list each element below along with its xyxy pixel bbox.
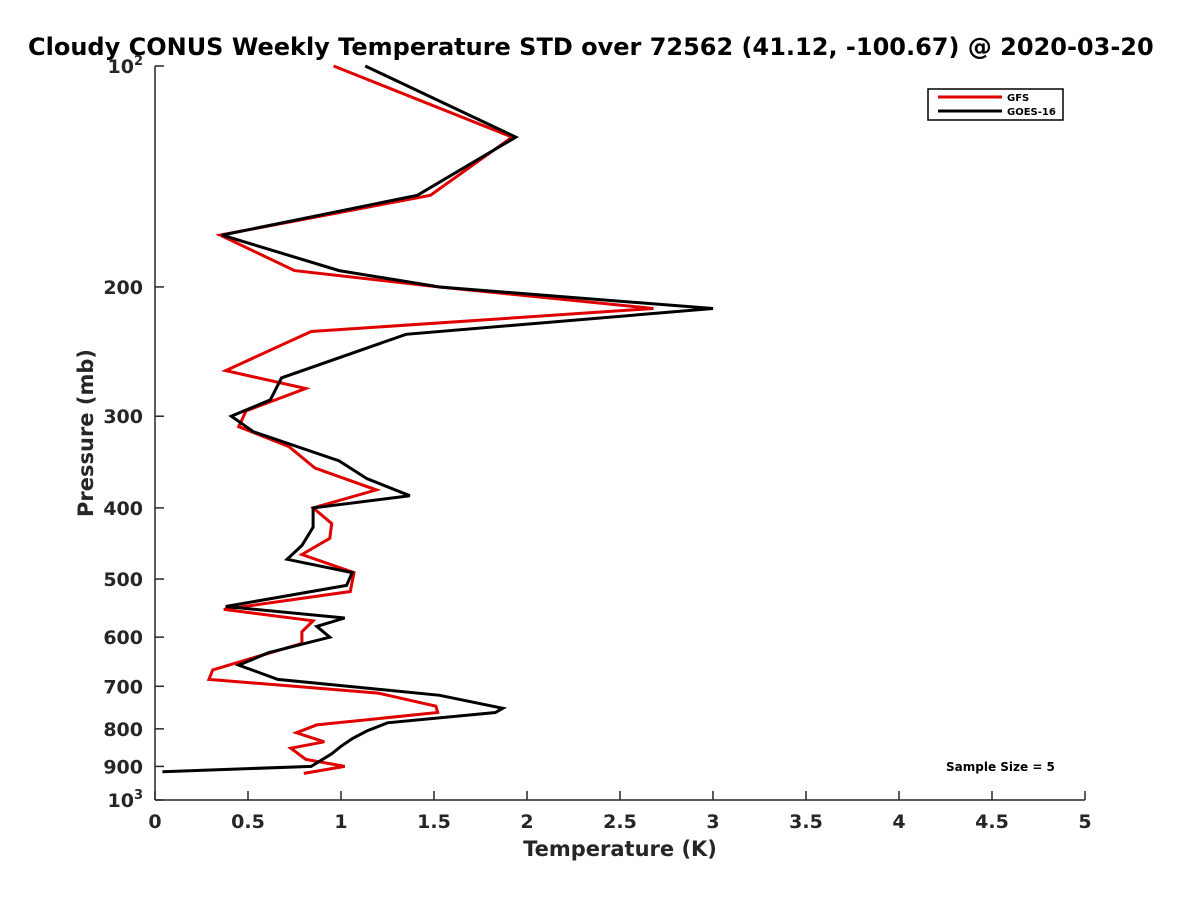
y-tick-label: 800 (103, 719, 143, 741)
x-axis-label: Temperature (K) (523, 837, 717, 861)
y-tick-label: 700 (103, 676, 143, 698)
legend-box (927, 88, 1064, 121)
plot-area (155, 66, 1085, 800)
series-line-gfs (206, 64, 654, 775)
y-tick-label: 102 (108, 54, 144, 78)
y-tick-label: 900 (103, 756, 143, 778)
y-tick-label: 300 (103, 406, 143, 428)
sample-size-annotation: Sample Size = 5 (946, 760, 1055, 774)
series-line-goes16 (162, 64, 714, 774)
x-tick-label: 3 (706, 811, 719, 833)
x-tick-label: 1.5 (417, 811, 451, 833)
legend-label-goes16: GOES-16 (1007, 107, 1056, 118)
x-tick-label: 3.5 (789, 811, 823, 833)
chart-title: Cloudy CONUS Weekly Temperature STD over… (28, 33, 1154, 61)
x-tick-label: 2 (520, 811, 533, 833)
x-tick-label: 1 (334, 811, 347, 833)
x-ticks: 0 0.5 1 1.5 2 2.5 3 3.5 4 4.5 5 (148, 791, 1092, 833)
x-tick-label: 4 (892, 811, 905, 833)
legend: GFS GOES-16 (927, 88, 1064, 121)
plot-background (155, 66, 1085, 800)
y-tick-label: 600 (103, 627, 143, 649)
x-tick-label: 2.5 (603, 811, 637, 833)
x-tick-label: 5 (1078, 811, 1091, 833)
y-tick-label: 200 (103, 277, 143, 299)
legend-label-gfs: GFS (1007, 93, 1029, 104)
x-tick-label: 4.5 (975, 811, 1009, 833)
y-ticks: 102 200 300 400 500 600 700 800 900 103 (103, 54, 164, 812)
x-tick-label: 0 (148, 811, 161, 833)
x-tick-label: 0.5 (231, 811, 265, 833)
series-layer (162, 64, 714, 775)
y-tick-label: 500 (103, 569, 143, 591)
y-tick-label: 103 (108, 788, 144, 812)
y-tick-label: 400 (103, 498, 143, 520)
y-axis-label: Pressure (mb) (74, 349, 98, 517)
